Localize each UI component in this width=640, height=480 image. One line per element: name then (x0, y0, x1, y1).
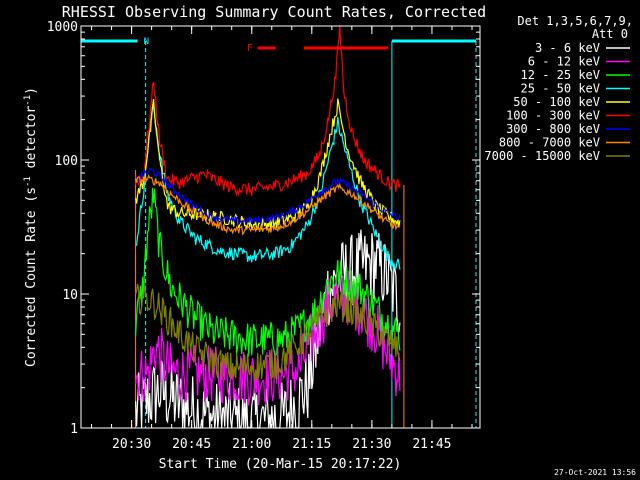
footer-date: 27-Oct-2021 13:56 (554, 468, 636, 477)
axis-ticks: 1 10 100 1000 20:30 20:45 21:00 21:15 21:30 21:45 (47, 20, 480, 452)
legend-label-9: 7000 - 15000 keV (484, 149, 600, 163)
night-bar-label: N (144, 37, 149, 47)
legend-label-5: 50 - 100 keV (513, 95, 600, 109)
series-line-6 (135, 25, 401, 198)
data-lines: NF (81, 25, 477, 430)
series-line-3 (135, 187, 401, 357)
legend-label-6: 100 - 300 keV (506, 109, 600, 123)
x-tick-label: 21:15 (292, 437, 331, 452)
legend-label-3: 12 - 25 keV (521, 68, 600, 82)
y-tick-label: 10 (62, 288, 78, 303)
legend-label-1: 3 - 6 keV (535, 41, 600, 55)
y-axis-label: Corrected Count Rate (s-1 detector-1) (23, 87, 39, 367)
y-label-mid: detector (24, 106, 39, 177)
legend-header-line-1: Det 1,3,5,6,7,9, (517, 14, 633, 28)
legend-label-8: 800 - 7000 keV (499, 136, 600, 150)
y-label-end: ) (24, 87, 39, 95)
legend-label-7: 300 - 800 keV (506, 122, 600, 136)
x-tick-label: 20:30 (112, 437, 151, 452)
y-label-main: Corrected Count Rate (s (24, 187, 39, 367)
legend-header-line-2: Att 0 (592, 27, 628, 41)
series-line-4 (135, 104, 401, 270)
x-tick-label: 20:45 (172, 437, 211, 452)
series-line-5 (135, 98, 401, 231)
y-label-sup-2: -1 (23, 95, 33, 106)
y-tick-label: 1 (70, 422, 78, 437)
plot-frame (80, 25, 481, 429)
legend-label-2: 6 - 12 keV (528, 55, 600, 69)
series-line-9 (135, 282, 401, 381)
series-line-7 (135, 167, 401, 226)
y-label-sup-1: -1 (23, 176, 33, 187)
x-tick-label: 21:00 (232, 437, 271, 452)
x-axis-label: Start Time (20-Mar-15 20:17:22) (159, 457, 402, 472)
y-tick-label: 100 (55, 154, 78, 169)
x-tick-label: 21:30 (352, 437, 391, 452)
x-tick-label: 21:45 (412, 437, 451, 452)
series-line-2 (135, 270, 401, 406)
y-tick-label: 1000 (47, 20, 78, 35)
series-line-8 (135, 173, 401, 236)
legend-label-4: 25 - 50 keV (521, 82, 600, 96)
flare-bar-label: F (247, 43, 253, 54)
chart-title: RHESSI Observing Summary Count Rates, Co… (62, 3, 486, 21)
